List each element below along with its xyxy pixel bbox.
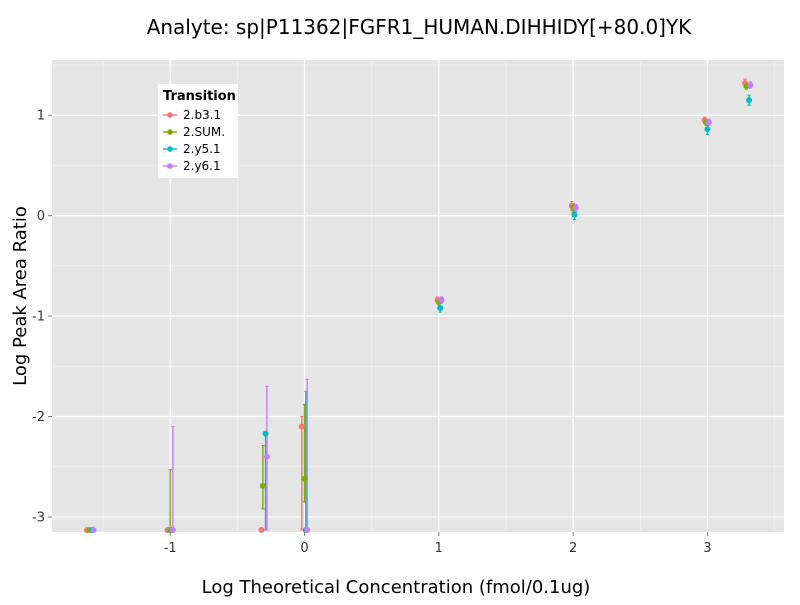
y-tick-label: -2 xyxy=(32,410,45,425)
point-2-b3-1 xyxy=(298,423,305,430)
point-layer xyxy=(83,80,754,533)
legend-title: Transition xyxy=(163,89,236,104)
y-tick-label: 0 xyxy=(37,209,45,224)
point-2-y6-1 xyxy=(304,526,311,533)
point-2-sum xyxy=(301,475,308,482)
y-tick-label: -1 xyxy=(32,310,45,325)
x-tick-label: -1 xyxy=(164,541,177,556)
point-2-y6-1 xyxy=(169,526,176,533)
point-2-y6-1 xyxy=(438,297,445,304)
legend-label-2-b3-1: 2.b3.1 xyxy=(183,108,221,122)
x-tick-label: 1 xyxy=(435,541,443,556)
point-2-y5-1 xyxy=(746,97,753,104)
point-2-y6-1 xyxy=(747,82,754,89)
legend-key-point-2-y6-1 xyxy=(167,163,173,169)
legend-key-point-2-y5-1 xyxy=(167,146,173,152)
x-tick-label: 3 xyxy=(703,541,711,556)
chart-title: Analyte: sp|P11362|FGFR1_HUMAN.DIHHIDY[+… xyxy=(147,15,692,39)
point-2-y5-1 xyxy=(571,211,578,218)
point-2-sum xyxy=(259,482,266,489)
point-2-y6-1 xyxy=(263,453,270,460)
x-tick-label: 2 xyxy=(569,541,577,556)
legend-key-point-2-b3-1 xyxy=(167,112,173,118)
legend-label-2-y6-1: 2.y6.1 xyxy=(183,159,221,173)
legend-key-point-2-sum xyxy=(167,129,173,135)
point-2-y6-1 xyxy=(705,119,712,126)
y-axis-title: Log Peak Area Ratio xyxy=(10,206,31,386)
point-2-y6-1 xyxy=(572,204,579,211)
point-2-y5-1 xyxy=(704,126,711,133)
legend: Transition 2.b3.1 2.SUM. 2.y5.1 2.y6.1 xyxy=(158,84,238,178)
legend-label-2-y5-1: 2.y5.1 xyxy=(183,142,221,156)
y-tick-label: -3 xyxy=(32,510,45,525)
error-bar-layer xyxy=(168,78,753,531)
grid-layer xyxy=(52,60,784,532)
x-tick-label: 0 xyxy=(300,541,308,556)
y-tick-label: 1 xyxy=(37,109,45,124)
point-2-y5-1 xyxy=(262,430,269,437)
point-2-b3-1 xyxy=(258,526,265,533)
tick-layer: -1 0 1 2 3 -3 -2 -1 0 1 xyxy=(32,109,712,556)
point-2-y6-1 xyxy=(90,526,97,533)
legend-label-2-sum: 2.SUM. xyxy=(183,125,225,139)
point-2-y5-1 xyxy=(437,305,444,312)
legend-items: 2.b3.1 2.SUM. 2.y5.1 2.y6.1 xyxy=(163,108,225,173)
x-axis-title: Log Theoretical Concentration (fmol/0.1u… xyxy=(202,577,591,598)
